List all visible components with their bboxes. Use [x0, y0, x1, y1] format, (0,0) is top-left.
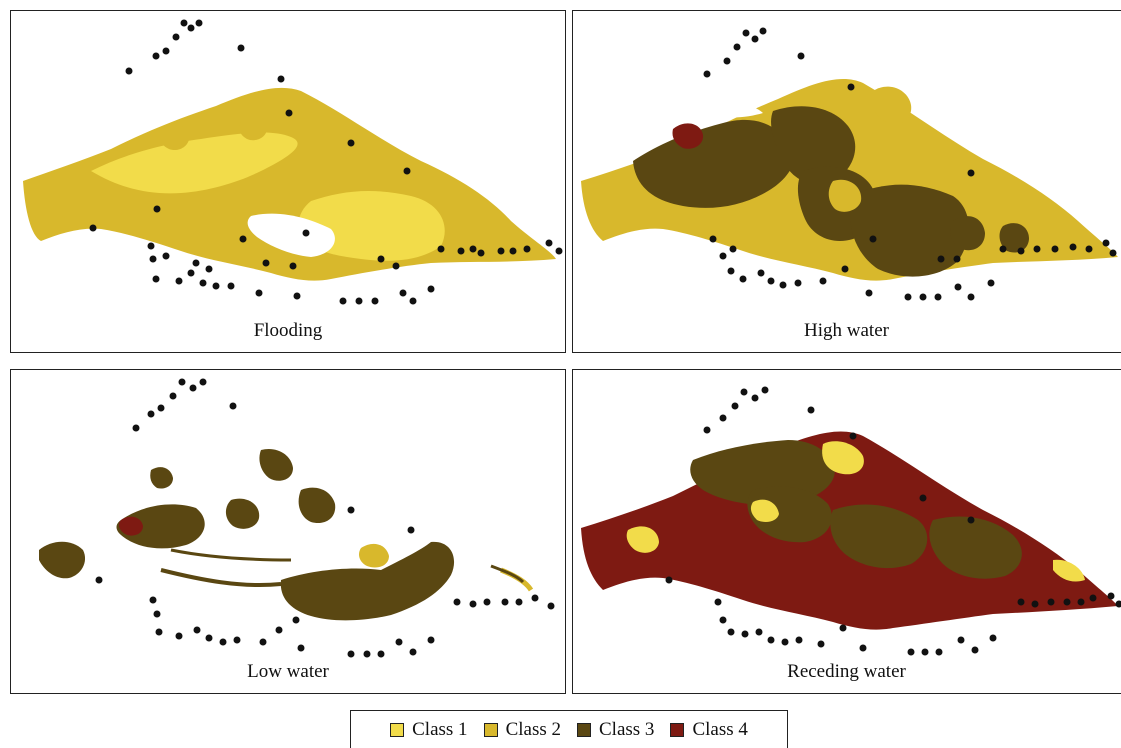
station-markers — [95, 378, 555, 658]
station-markers — [665, 386, 1121, 656]
panel-caption-high-water: High water — [804, 320, 889, 341]
legend-item-class-4: Class 4 — [670, 718, 748, 741]
map-panel-low-water: Low water — [10, 369, 566, 694]
map-panel-flooding: Flooding — [10, 10, 566, 353]
legend-item-class-3: Class 3 — [577, 719, 654, 741]
legend-item-class-2: Class 2 — [483, 718, 561, 741]
flooding-map — [23, 19, 563, 305]
map-panel-high-water: High water — [572, 10, 1121, 353]
legend-item-class-1: Class 1 — [390, 718, 468, 741]
legend-label-class-3: Class 3 — [599, 718, 655, 740]
legend-swatch-class-4 — [670, 722, 685, 737]
lake-body — [39, 448, 534, 621]
map-panel-receding-water: Receding water — [572, 369, 1121, 694]
legend-swatch-class-2 — [483, 722, 498, 737]
legend-label-class-2: Class 2 — [505, 718, 561, 740]
station-markers — [703, 27, 1117, 301]
station-markers — [89, 19, 563, 305]
lake-body — [23, 87, 556, 281]
high-water-map — [581, 27, 1118, 301]
panel-caption-flooding: Flooding — [253, 320, 323, 341]
receding-water-map — [581, 386, 1121, 656]
low-water-map — [39, 378, 555, 658]
panel-caption-low-water: Low water — [247, 661, 329, 682]
legend-label-class-1: Class 1 — [412, 718, 468, 740]
lake-body — [581, 78, 1118, 281]
legend-label-class-4: Class 4 — [692, 718, 748, 740]
map-legend: Class 1 Class 2 Class 3 Class 4 — [350, 710, 788, 748]
legend-swatch-class-3 — [577, 722, 591, 737]
panel-caption-receding-water: Receding water — [787, 661, 906, 682]
legend-swatch-class-1 — [390, 722, 405, 737]
lake-body — [581, 431, 1118, 630]
